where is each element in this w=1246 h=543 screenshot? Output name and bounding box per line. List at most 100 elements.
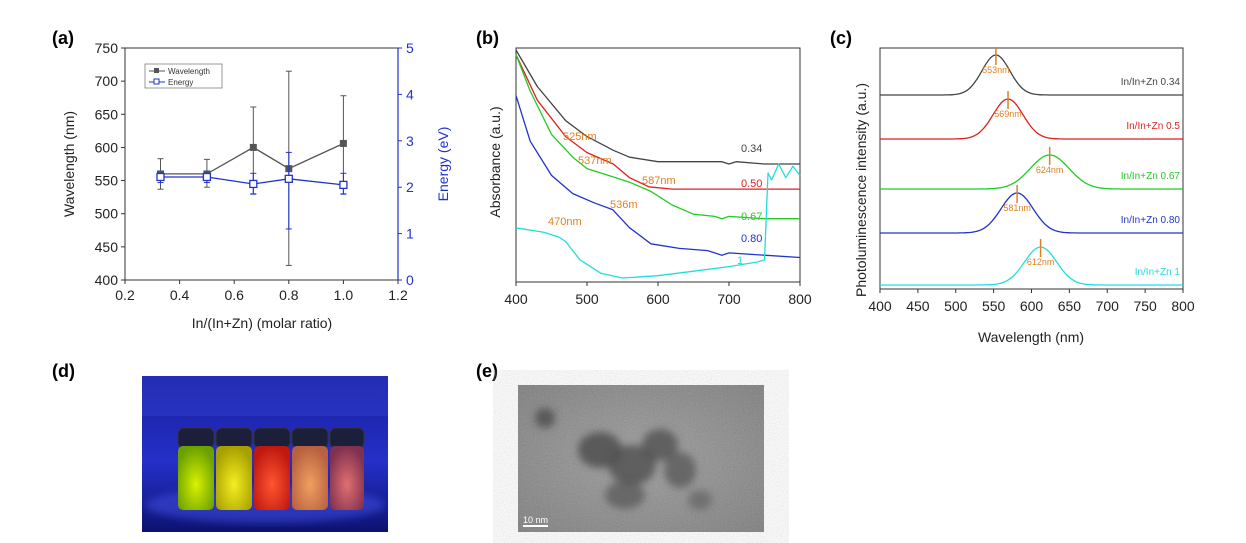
a-y2-ticks: 0 1 2 3 4 5 bbox=[398, 40, 414, 288]
c-series-line bbox=[880, 192, 1183, 234]
a-y-ticks: 400 450 500 550 600 650 700 750 bbox=[95, 40, 125, 288]
b-lab-1: 1 bbox=[737, 255, 743, 267]
c-xtick-label: 400 bbox=[868, 298, 892, 314]
b-series-line bbox=[515, 54, 800, 190]
energy-point bbox=[339, 180, 348, 190]
b-ann-537: 537nm bbox=[578, 155, 612, 167]
vial-2-cap bbox=[215, 427, 253, 449]
c-ylabel: Photoluminescence intensity (a.u.) bbox=[853, 83, 869, 297]
panel-d-label: (d) bbox=[52, 361, 75, 381]
c-x-ticks: 400 450 500 550 600 650 700 750 800 bbox=[868, 289, 1195, 314]
b-series-line bbox=[515, 54, 800, 220]
b-lab-050: 0.50 bbox=[741, 178, 762, 190]
c-xtick-label: 750 bbox=[1133, 298, 1157, 314]
vial-3 bbox=[253, 427, 291, 510]
c-xtick-label: 650 bbox=[1058, 298, 1082, 314]
energy-point bbox=[249, 179, 258, 189]
a-xtick-label: 1.2 bbox=[388, 287, 408, 303]
c-xlabel: Wavelength (nm) bbox=[978, 329, 1084, 345]
b-xtick-label: 600 bbox=[646, 291, 670, 307]
c-xtick-label: 500 bbox=[944, 298, 968, 314]
a-y2tick-label: 4 bbox=[406, 86, 414, 102]
a-ytick-label: 700 bbox=[95, 73, 119, 89]
c-peak-label: 612nm bbox=[1027, 257, 1055, 267]
vial-4-body bbox=[292, 446, 328, 510]
c-series-name: In/In+Zn 0.5 bbox=[1126, 121, 1180, 132]
c-peak-label: 569nm bbox=[994, 109, 1022, 119]
panel-e-label: (e) bbox=[476, 361, 498, 381]
a-y2tick-label: 3 bbox=[406, 133, 414, 149]
vial-1 bbox=[177, 427, 215, 510]
a-x-ticks: 0.2 0.4 0.6 0.8 1.0 1.2 bbox=[115, 280, 408, 303]
b-ylabel: Absorbance (a.u.) bbox=[487, 106, 503, 217]
vial-5 bbox=[329, 427, 365, 510]
c-xtick-label: 700 bbox=[1096, 298, 1120, 314]
a-y2tick-label: 1 bbox=[406, 226, 414, 242]
b-lab-034: 0.34 bbox=[741, 143, 762, 155]
a-legend: Wavelength Energy bbox=[144, 63, 223, 89]
a-xtick-label: 0.6 bbox=[224, 287, 244, 303]
c-xtick-label: 600 bbox=[1020, 298, 1044, 314]
c-series-name: In/In+Zn 1 bbox=[1135, 267, 1181, 278]
c-peak-label: 624nm bbox=[1036, 165, 1064, 175]
vial-2 bbox=[215, 427, 253, 510]
b-lab-067: 0.67 bbox=[741, 211, 762, 223]
wavelength-point bbox=[339, 139, 347, 147]
c-xtick-label: 550 bbox=[982, 298, 1006, 314]
photo-glow bbox=[142, 376, 388, 416]
c-series-line bbox=[880, 54, 1183, 96]
a-legend-marker-en bbox=[153, 78, 160, 85]
b-x-ticks: 400 500 600 700 800 bbox=[504, 282, 812, 307]
b-series-line bbox=[515, 163, 801, 279]
c-xtick-label: 800 bbox=[1171, 298, 1195, 314]
panel-a-label: (a) bbox=[52, 28, 74, 48]
b-lab-080: 0.80 bbox=[741, 233, 762, 245]
c-series-name: In/In+Zn 0.34 bbox=[1121, 77, 1181, 88]
energy-point bbox=[202, 172, 212, 182]
vial-1-body bbox=[178, 446, 214, 510]
a-xlabel: In/(In+Zn) (molar ratio) bbox=[192, 315, 332, 331]
c-series-name: In/In+Zn 0.80 bbox=[1121, 215, 1181, 226]
a-ytick-label: 650 bbox=[95, 106, 119, 122]
c-peak-label: 553nm bbox=[982, 65, 1010, 75]
vial-3-cap bbox=[253, 427, 291, 449]
a-y2tick-label: 0 bbox=[406, 272, 414, 288]
a-ytick-label: 550 bbox=[95, 173, 119, 189]
a-series bbox=[156, 70, 348, 266]
a-ylabel: Wavelength (nm) bbox=[61, 111, 77, 217]
a-ytick-label: 450 bbox=[95, 239, 119, 255]
b-xtick-label: 500 bbox=[575, 291, 599, 307]
b-xtick-label: 800 bbox=[788, 291, 812, 307]
vial-1-cap bbox=[177, 427, 215, 449]
a-ytick-label: 400 bbox=[95, 272, 119, 288]
b-ann-587: 587nm bbox=[642, 175, 676, 187]
panel-b-label: (b) bbox=[476, 28, 499, 48]
tem-particles bbox=[535, 408, 712, 510]
c-series-name: In/In+Zn 0.67 bbox=[1121, 171, 1181, 182]
a-y2tick-label: 2 bbox=[406, 179, 414, 195]
a-xtick-label: 1.0 bbox=[334, 287, 354, 303]
a-xtick-label: 0.8 bbox=[279, 287, 299, 303]
c-peak-label: 581nm bbox=[1003, 203, 1031, 213]
a-y2label: Energy (eV) bbox=[435, 127, 451, 202]
b-xtick-label: 700 bbox=[717, 291, 741, 307]
vial-4-cap bbox=[291, 427, 329, 449]
vial-4 bbox=[291, 427, 329, 510]
energy-point bbox=[284, 174, 293, 183]
a-ytick-label: 500 bbox=[95, 206, 119, 222]
panel-c-label: (c) bbox=[830, 28, 852, 48]
a-xtick-label: 0.2 bbox=[115, 287, 135, 303]
a-y2tick-label: 5 bbox=[406, 40, 414, 56]
a-ytick-label: 750 bbox=[95, 40, 119, 56]
c-xtick-label: 450 bbox=[906, 298, 930, 314]
c-series: 553nm In/In+Zn 0.34 569nm In/In+Zn 0.5 624nm… bbox=[880, 47, 1183, 286]
tem-image: 10 nm bbox=[518, 385, 764, 532]
b-ann-525: 525nm bbox=[563, 131, 597, 143]
scale-bar-label: 10 nm bbox=[523, 515, 548, 525]
plot-frame-b bbox=[515, 47, 801, 283]
vial-3-body bbox=[254, 446, 290, 510]
b-series bbox=[515, 49, 801, 279]
chart-c: 400 450 500 550 600 650 700 750 800 Photolumines… bbox=[853, 47, 1195, 345]
